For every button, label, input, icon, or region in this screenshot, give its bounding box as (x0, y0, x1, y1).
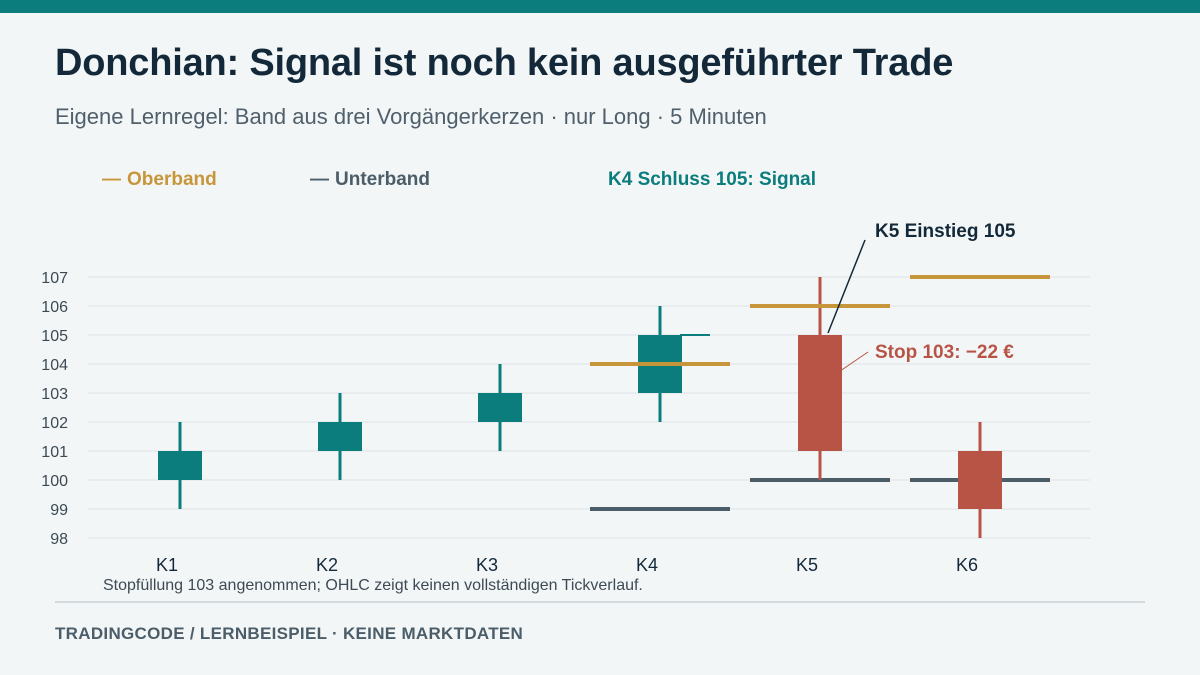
legend-lower-label: Unterband (335, 169, 430, 190)
entry-leader-line (827, 239, 866, 334)
y-tick-label-101: 101 (41, 444, 68, 461)
entry-annotation: K5 Einstieg 105 (875, 221, 1016, 242)
x-tick-label-K2: K2 (316, 555, 338, 575)
legend-upper-label: Oberband (127, 169, 217, 190)
signal-note: K4 Schluss 105: Signal (608, 169, 817, 190)
chart-footnote: Stopfüllung 103 angenommen; OHLC zeigt k… (103, 577, 643, 594)
candle-body-K3 (478, 393, 522, 422)
page-subtitle: Eigene Lernregel: Band aus drei Vorgänge… (55, 104, 767, 129)
y-tick-label-106: 106 (41, 299, 68, 316)
y-tick-label-107: 107 (41, 270, 68, 287)
x-tick-label-K4: K4 (636, 555, 658, 575)
y-tick-label-104: 104 (41, 357, 68, 374)
y-tick-label-99: 99 (50, 502, 68, 519)
y-tick-label-98: 98 (50, 531, 68, 548)
footer-divider (55, 601, 1145, 603)
y-tick-label-105: 105 (41, 328, 68, 345)
legend-lower-band: — Unterband (310, 169, 430, 191)
candle-body-K6 (958, 451, 1002, 509)
footer-credit: TRADINGCODE / LERNBEISPIEL · KEINE MARKT… (55, 624, 524, 643)
x-tick-label-K1: K1 (156, 555, 178, 575)
y-tick-label-103: 103 (41, 386, 68, 403)
x-tick-label-K3: K3 (476, 555, 498, 575)
candlestick-chart: 98 99 100 101 102 103 104 105 106 107 K1 K2 K3 K4 K5 K6… (41, 221, 1090, 575)
y-tick-label-100: 100 (41, 473, 68, 490)
stop-annotation: Stop 103: −22 € (875, 342, 1014, 363)
x-tick-label-K5: K5 (796, 555, 818, 575)
page-title: Donchian: Signal ist noch kein ausgeführ… (55, 42, 954, 84)
x-tick-label-K6: K6 (956, 555, 978, 575)
stop-leader-line (807, 351, 869, 394)
legend-lower-swatch: — (310, 169, 329, 190)
candle-body-K1 (158, 451, 202, 480)
y-tick-label-102: 102 (41, 415, 68, 432)
legend-upper-swatch: — (102, 169, 121, 190)
top-accent-bar (0, 0, 1200, 13)
legend-upper-band: — Oberband (102, 169, 217, 191)
candle-body-K5 (798, 335, 842, 451)
candle-body-K2 (318, 422, 362, 451)
